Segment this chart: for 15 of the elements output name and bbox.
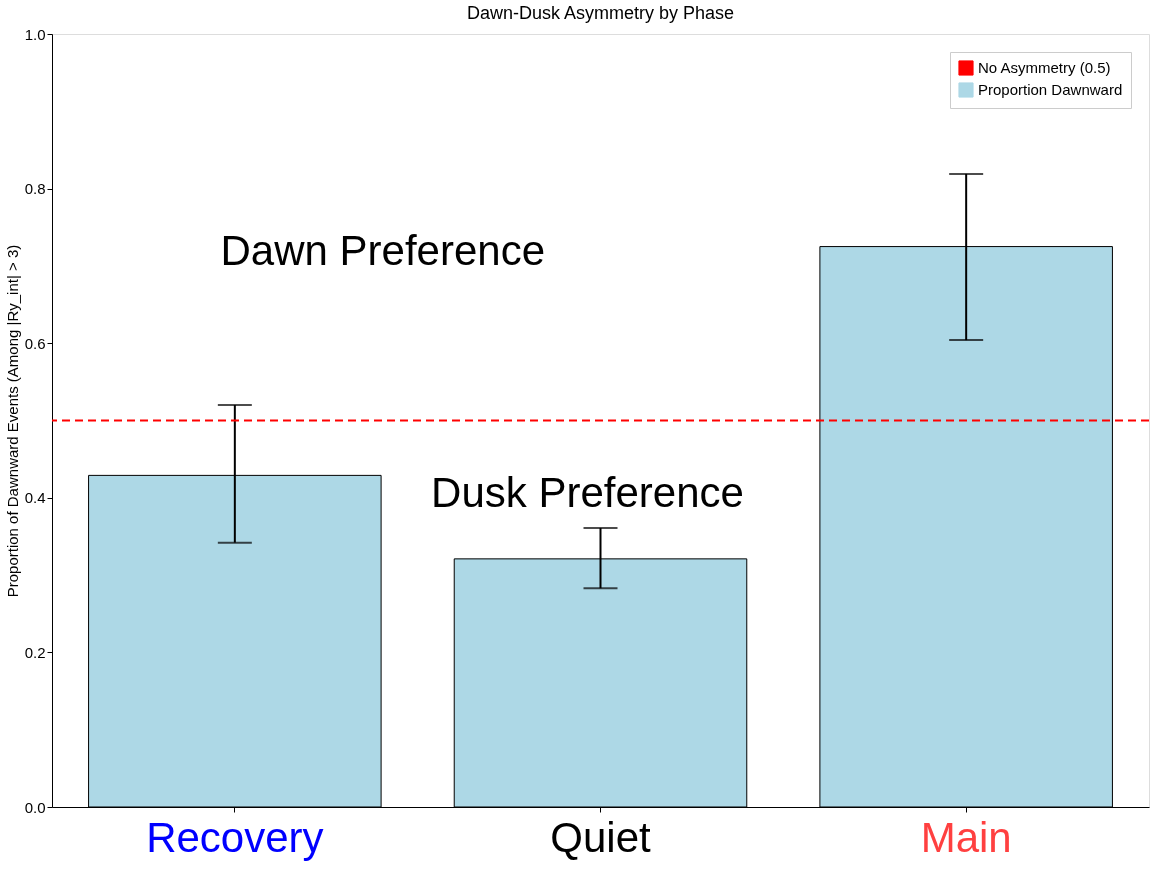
y-axis-title: Proportion of Dawnward Events (Among |Ry_int| > 3): [3, 244, 21, 598]
y-tick-label: 1.0: [24, 25, 46, 43]
chart-title: Dawn-Dusk Asymmetry by Phase: [466, 3, 735, 23]
y-tick-label: 0.0: [24, 798, 46, 816]
x-tick-label: Recovery: [146, 813, 324, 861]
annotation: Dusk Preference: [431, 469, 744, 517]
y-tick-label: 0.4: [24, 489, 46, 507]
y-tick-label: 0.6: [24, 334, 46, 352]
legend-label: No Asymmetry (0.5): [978, 59, 1111, 76]
x-tick-label: Main: [920, 813, 1012, 861]
legend-label: Proportion Dawnward: [978, 81, 1123, 98]
x-tick-label: Quiet: [550, 813, 652, 861]
y-tick-label: 0.2: [24, 643, 46, 661]
y-tick-label: 0.8: [24, 180, 46, 198]
annotation: Dawn Preference: [220, 227, 545, 275]
